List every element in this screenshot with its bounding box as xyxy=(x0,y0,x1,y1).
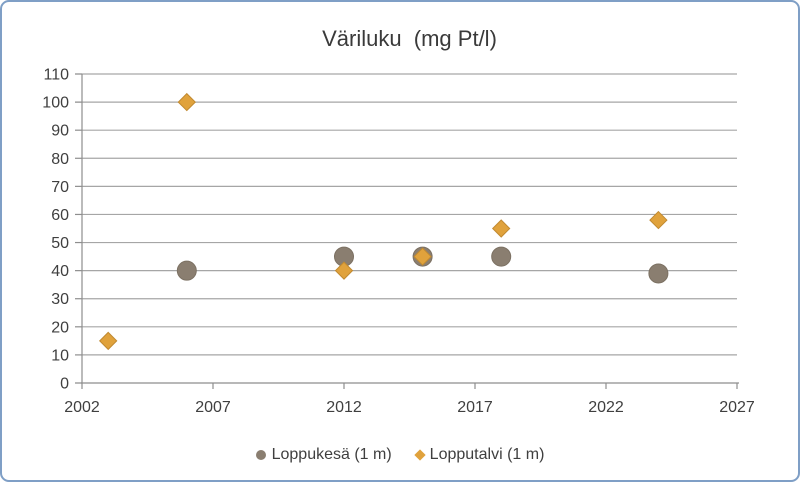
x-tick-label: 2007 xyxy=(195,399,231,416)
y-tick-label: 0 xyxy=(60,376,69,393)
y-tick-label: 110 xyxy=(43,67,69,84)
data-point-series1 xyxy=(98,331,118,351)
data-point-series1 xyxy=(177,92,197,112)
chart-title: Väriluku (mg Pt/l) xyxy=(322,26,497,51)
y-tick-label: 70 xyxy=(51,179,69,196)
data-point-series1 xyxy=(334,261,354,280)
data-point-series1 xyxy=(649,210,668,230)
y-tick-label: 100 xyxy=(42,95,69,112)
legend: Loppukesä (1 m) Lopputalvi (1 m) xyxy=(2,443,798,467)
y-tick-label: 40 xyxy=(51,263,69,280)
diamond-marker-icon xyxy=(414,449,426,461)
y-tick-label: 80 xyxy=(51,151,69,168)
legend-item-lopputalvi: Lopputalvi (1 m) xyxy=(414,446,545,464)
data-point-series1 xyxy=(491,219,511,238)
y-tick-label: 90 xyxy=(51,123,69,140)
legend-item-loppukesa: Loppukesä (1 m) xyxy=(255,446,392,464)
y-tick-label: 20 xyxy=(51,319,69,336)
x-tick-label: 2017 xyxy=(457,399,493,416)
y-tick-label: 10 xyxy=(51,347,69,364)
data-point-series0 xyxy=(176,260,197,281)
y-tick-label: 50 xyxy=(51,235,69,252)
x-tick-label: 2022 xyxy=(588,399,624,416)
data-point-series0 xyxy=(648,263,669,284)
data-point-series0 xyxy=(491,246,512,267)
y-tick-label: 30 xyxy=(51,291,69,308)
x-tick-label: 2012 xyxy=(326,399,362,416)
legend-label-loppukesa: Loppukesä (1 m) xyxy=(271,446,392,463)
x-tick-label: 2002 xyxy=(64,399,100,416)
circle-marker-icon xyxy=(255,450,266,460)
x-tick-label: 2027 xyxy=(719,399,755,416)
legend-label-lopputalvi: Lopputalvi (1 m) xyxy=(429,446,545,463)
data-point-series1 xyxy=(413,247,432,266)
y-tick-label: 60 xyxy=(51,207,69,224)
